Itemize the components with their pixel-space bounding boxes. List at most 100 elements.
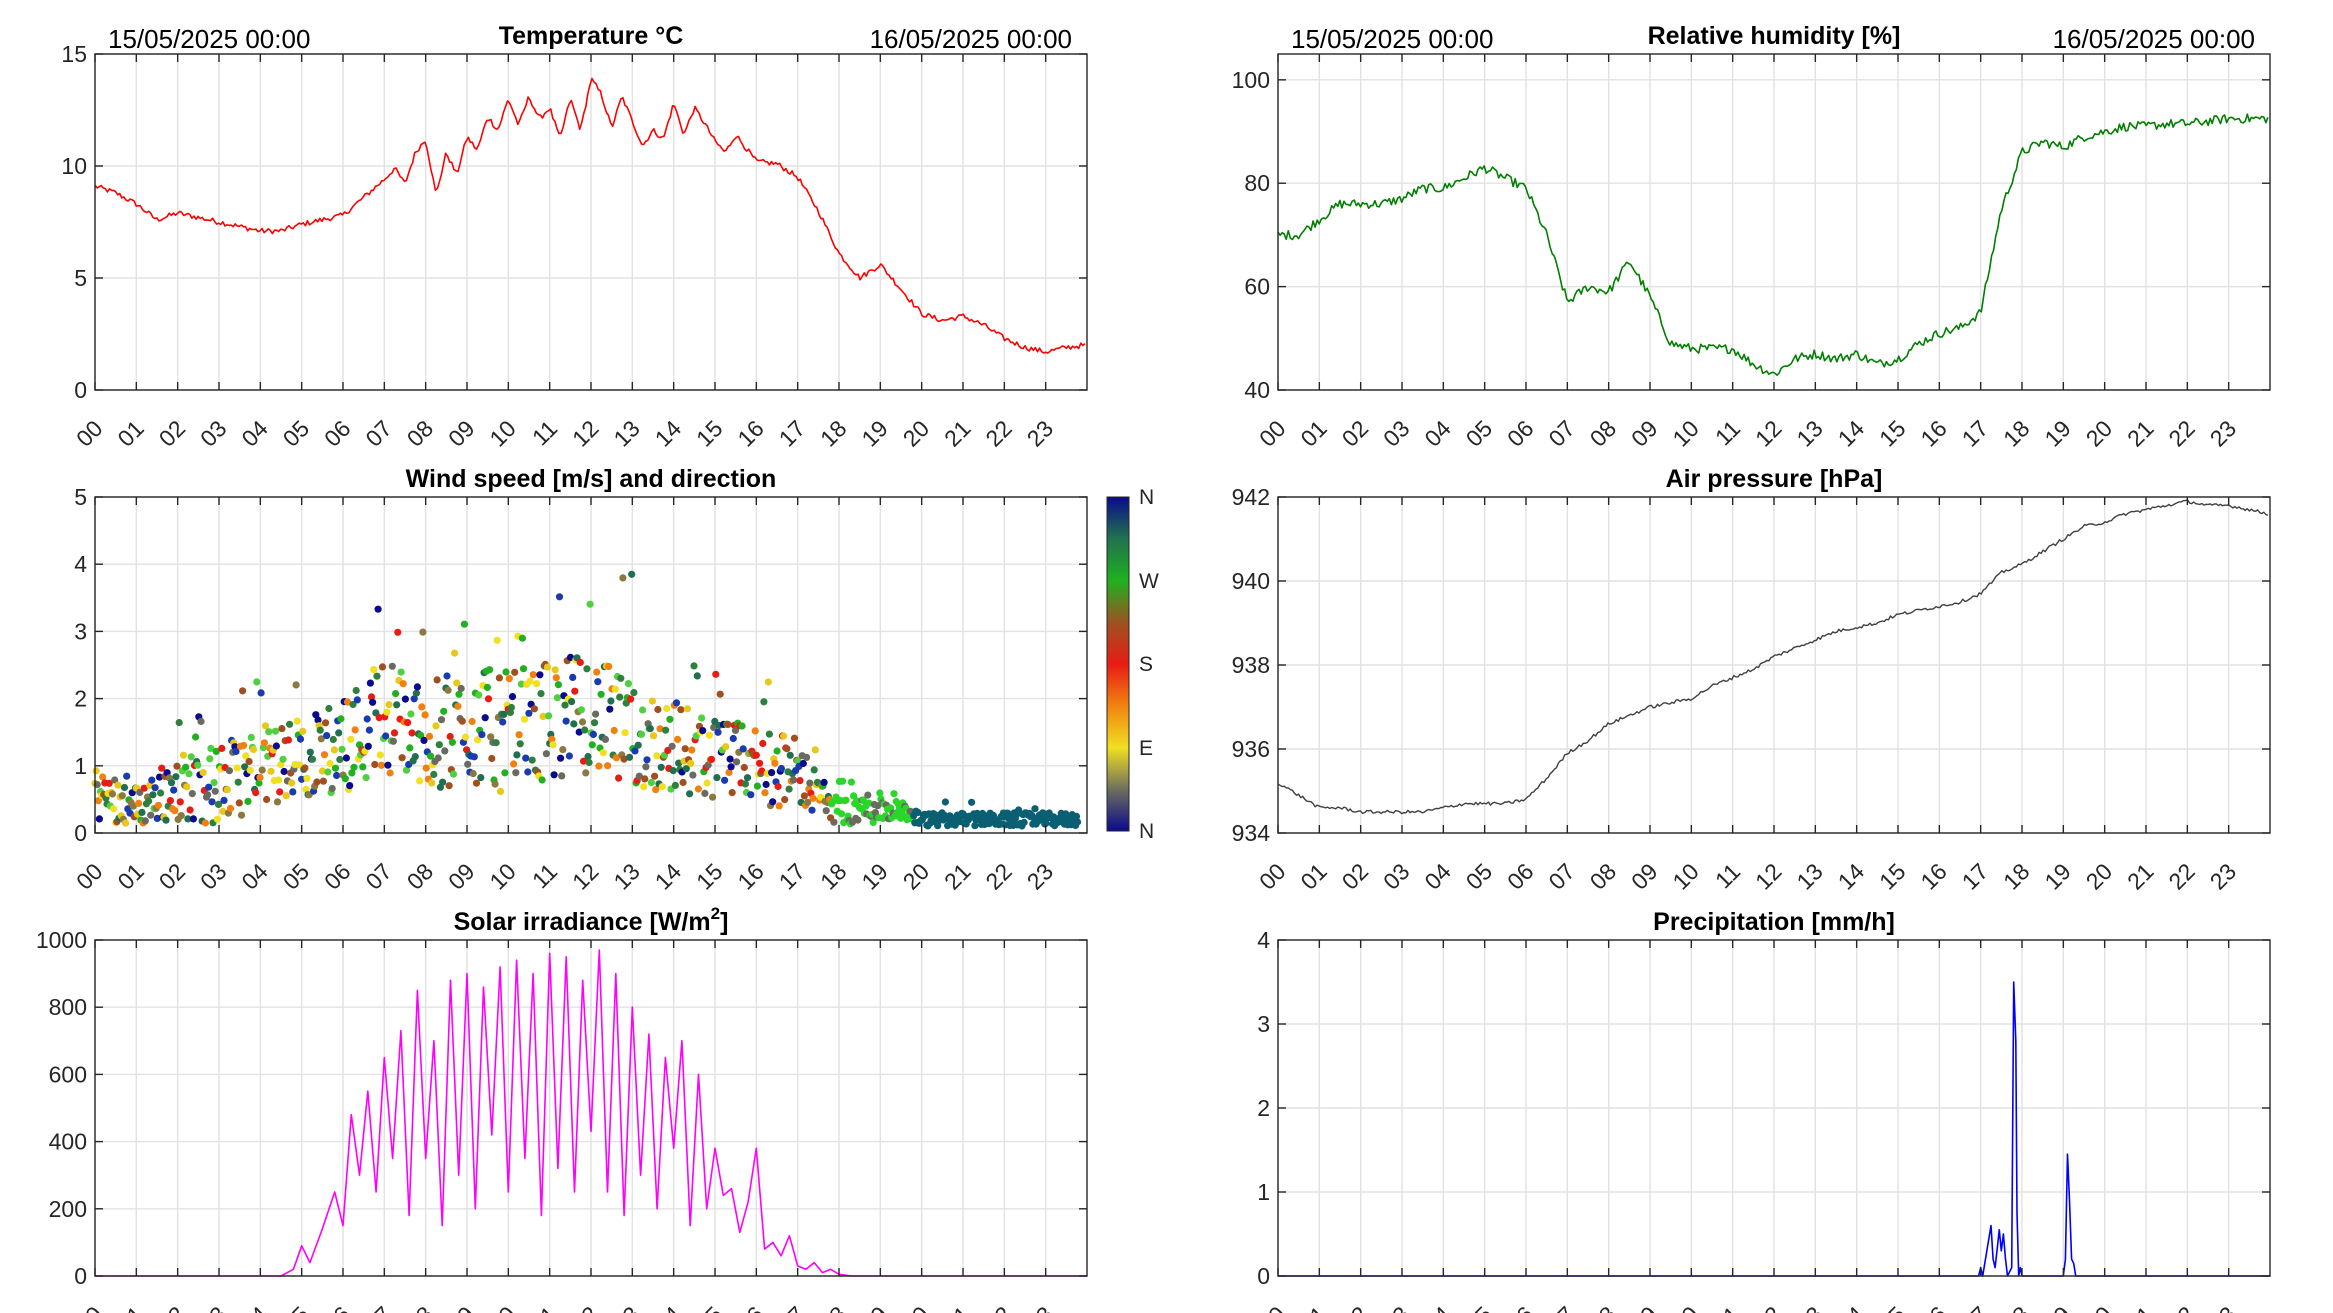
wind-point: [713, 774, 721, 782]
x-tick-label: 02: [1337, 415, 1373, 451]
x-tick-label: 20: [898, 415, 934, 451]
wind-point: [461, 733, 470, 741]
wind-point: [306, 748, 314, 756]
wind-point: [597, 690, 605, 698]
wind-point: [140, 784, 148, 792]
wind-point: [799, 759, 807, 768]
wind-point: [663, 704, 671, 713]
colorbar-label: N: [1139, 486, 1154, 509]
wind-point: [458, 717, 466, 725]
y-tick-label: 60: [1244, 274, 1270, 300]
wind-point: [637, 730, 646, 738]
wind-point: [393, 701, 401, 709]
wind-point: [1031, 805, 1039, 813]
x-tick-label: 01: [1295, 415, 1331, 451]
x-tick-label: 22: [980, 415, 1016, 451]
wind-point: [701, 789, 709, 798]
wind-point: [495, 674, 503, 682]
wind-point: [649, 732, 658, 740]
wind-point: [330, 746, 338, 754]
wind-point: [292, 681, 300, 689]
wind-point: [738, 722, 746, 730]
x-tick-label: 08: [1585, 415, 1621, 451]
wind-point: [740, 763, 748, 772]
wind-point: [682, 765, 690, 773]
wind-point: [207, 744, 215, 753]
x-tick-label: 00: [71, 415, 107, 451]
x-tick-label: 10: [1667, 858, 1703, 894]
wind-point: [175, 719, 183, 727]
wind-point: [383, 708, 391, 716]
wind-point: [830, 818, 838, 826]
wind-point: [483, 683, 491, 692]
x-tick-label: 04: [1419, 858, 1456, 895]
wind-point: [398, 754, 406, 762]
wind-point: [690, 662, 698, 670]
x-tick-label: 22: [2163, 415, 2199, 451]
wind-point: [280, 767, 288, 776]
wind-point: [751, 727, 759, 735]
wind-point: [303, 774, 311, 782]
wind-point: [739, 745, 747, 753]
wind-point: [253, 678, 261, 686]
wind-point: [521, 715, 529, 723]
wind-point: [265, 728, 273, 736]
wind-point: [314, 716, 322, 724]
humidity-date-end: 16/05/2025 00:00: [2053, 24, 2255, 54]
wind-point: [457, 684, 465, 693]
temperature-date-start: 15/05/2025 00:00: [108, 24, 310, 54]
x-tick-label: 18: [1998, 1301, 2034, 1313]
x-tick-label: 04: [236, 1301, 273, 1313]
wind-point: [679, 778, 687, 787]
wind-point: [842, 796, 850, 804]
wind-point: [397, 668, 405, 676]
x-tick-label: 20: [2081, 1301, 2117, 1313]
pressure-title: Air pressure [hPa]: [1666, 465, 1883, 493]
wind-point: [289, 788, 297, 796]
wind-point: [347, 735, 355, 743]
wind-point: [273, 798, 282, 806]
x-tick-label: 23: [2205, 415, 2241, 451]
x-tick-label: 02: [154, 858, 190, 894]
wind-point: [225, 767, 233, 775]
wind-title: Wind speed [m/s] and direction: [406, 465, 777, 493]
wind-point: [389, 737, 397, 745]
wind-point: [336, 755, 344, 764]
wind-point: [206, 755, 214, 763]
wind-point: [941, 798, 950, 806]
wind-point: [761, 789, 769, 797]
wind-point: [517, 680, 525, 688]
wind-point: [487, 733, 495, 741]
x-tick-label: 11: [527, 415, 562, 450]
wind-point: [806, 779, 814, 787]
wind-point: [760, 698, 768, 706]
x-tick-label: 04: [236, 858, 273, 895]
wind-point: [669, 767, 677, 775]
wind-point: [325, 704, 333, 713]
wind-point: [373, 672, 381, 680]
x-tick-label: 03: [195, 415, 231, 451]
wind-point: [524, 768, 532, 776]
wind-point: [641, 775, 649, 783]
wind-point: [759, 739, 767, 748]
wind-point: [837, 810, 846, 818]
wind-point: [263, 795, 271, 804]
y-tick-label: 1: [1257, 1179, 1270, 1205]
wind-point: [394, 628, 402, 636]
x-tick-label: 03: [1378, 415, 1414, 451]
wind-point: [589, 730, 598, 739]
wind-point: [99, 773, 107, 781]
wind-point: [455, 690, 463, 698]
wind-point: [712, 670, 720, 678]
wind-point: [342, 754, 350, 762]
wind-point: [561, 701, 569, 709]
wind-point: [631, 747, 639, 755]
x-tick-label: 13: [608, 1301, 644, 1313]
wind-point: [223, 786, 231, 794]
wind-point: [528, 756, 536, 764]
x-tick-label: 19: [2039, 1301, 2075, 1313]
wind-point: [370, 666, 378, 674]
wind-point: [260, 739, 268, 747]
x-tick-label: 00: [1254, 415, 1290, 451]
wind-point: [449, 770, 458, 778]
